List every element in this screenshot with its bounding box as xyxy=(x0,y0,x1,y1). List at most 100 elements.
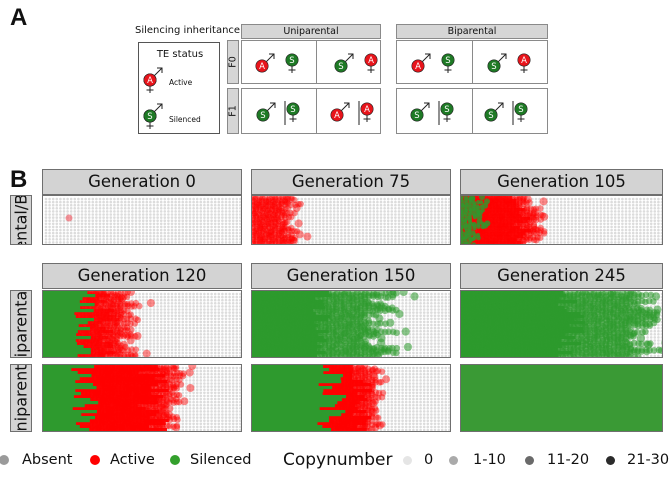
f0-bi-a-male-icon xyxy=(411,59,425,73)
f0-uni-a-male-icon xyxy=(255,59,269,73)
column-header-biparental: Biparental xyxy=(396,24,548,39)
f1-bi-a-male-icon-letter: S xyxy=(414,111,419,121)
f0-bi-a-male-icon-letter: A xyxy=(415,62,421,72)
f0-uni-b-male-icon-arrowhead xyxy=(348,53,354,59)
f0-bi-b-male-icon xyxy=(487,59,501,73)
row-header-f1: F1 xyxy=(227,88,239,134)
silenced-core xyxy=(43,291,96,357)
cell-divider xyxy=(316,40,317,84)
plot-gen0 xyxy=(42,195,242,245)
plot-gen120-uni xyxy=(42,364,242,432)
row-strip-1: iparenta xyxy=(10,290,32,358)
f0-uni-b-male-icon xyxy=(334,59,348,73)
bottom-legend: Absent Active Silenced Copynumber 0 1-10… xyxy=(0,450,672,474)
silenced-dot-icon xyxy=(170,455,180,465)
f0-uni-a-male-icon-letter: A xyxy=(259,62,265,72)
plot-gen105 xyxy=(460,195,663,245)
legend-active-icon-arrowhead xyxy=(157,67,163,73)
silenced-core xyxy=(252,365,347,431)
gen-strip-245: Generation 245 xyxy=(460,263,663,289)
plot-gen150-uni xyxy=(251,364,451,432)
te-status-title: TE status xyxy=(156,49,204,60)
legend-cn-11-20: 11-20 xyxy=(547,452,590,468)
row-header-f0: F0 xyxy=(227,40,239,84)
f1-uni-b-male-icon-arrowhead xyxy=(344,102,350,108)
legend-active-icon-arrow xyxy=(154,67,163,76)
cell-divider xyxy=(472,88,473,134)
legend-active-female-icon-letter: A xyxy=(147,76,153,86)
gen-strip-75: Generation 75 xyxy=(251,169,451,195)
f1-bi-a-male-icon-arrowhead xyxy=(424,102,430,108)
gen-strip-150: Generation 150 xyxy=(251,263,451,289)
silenced-patch xyxy=(461,196,491,244)
legend-silenced: Silenced xyxy=(190,452,252,468)
silenced-front xyxy=(461,291,662,357)
f0-uni-a-female-icon-letter: S xyxy=(289,56,294,66)
gen-strip-120: Generation 120 xyxy=(42,263,242,289)
f1-uni-a-male-icon-arrowhead xyxy=(270,102,276,108)
legend-silenced-icon-arrowhead xyxy=(157,103,163,109)
f1-bi-b-male-icon-letter: S xyxy=(488,111,493,121)
legend-active: Active xyxy=(110,452,155,468)
f0-bi-a-male-icon-arrow xyxy=(422,53,431,62)
gen-strip-0: Generation 0 xyxy=(42,169,242,195)
f1-bi-a-male-icon xyxy=(410,108,424,122)
row-strip-label-2: niparent xyxy=(11,364,31,432)
f0-uni-a-male-icon-arrow xyxy=(266,53,275,62)
f1-uni-a-female-icon-letter: S xyxy=(290,105,295,115)
f0-bi-a-female-icon-letter: S xyxy=(445,56,450,66)
active-seed-dot xyxy=(65,214,73,222)
f0-bi-b-female-icon-letter: A xyxy=(521,56,527,66)
inheritance-label: Silencing inheritance: xyxy=(135,25,244,36)
active-core xyxy=(43,365,169,431)
f0-uni-a-male-icon-arrowhead xyxy=(269,53,275,59)
plot-gen245-uni xyxy=(460,364,663,432)
absent-dot-icon xyxy=(0,455,9,465)
cell-divider xyxy=(472,40,473,84)
plot-gen120-bi xyxy=(42,290,242,358)
row-strip-2: niparent xyxy=(10,364,32,432)
f1-uni-a-male-icon-letter: S xyxy=(260,111,265,121)
active-dot-icon xyxy=(90,455,100,465)
te-status-legend: TE status Active Silenced xyxy=(138,42,220,134)
row-strip-0: ental/Bi xyxy=(10,195,32,245)
f0-bi-b-male-icon-arrowhead xyxy=(501,53,507,59)
cell-divider xyxy=(316,88,317,134)
f1-uni-b-male-icon-letter: A xyxy=(334,111,340,121)
plot-gen150-bi xyxy=(251,290,451,358)
gen-strip-105: Generation 105 xyxy=(460,169,663,195)
f0-uni-b-female-icon-letter: A xyxy=(368,56,374,66)
f0-bi-a-male-icon-arrowhead xyxy=(425,53,431,59)
legend-cn-0: 0 xyxy=(424,452,434,468)
f1-bi-a-female-icon-letter: S xyxy=(444,105,449,115)
f1-bi-a-male-icon-arrow xyxy=(421,102,430,111)
legend-copynumber-title: Copynumber xyxy=(283,450,393,470)
row-strip-label-1: iparenta xyxy=(11,290,31,358)
f0-bi-b-male-icon-arrow xyxy=(498,53,507,62)
absent-grid xyxy=(253,197,450,244)
f1-bi-b-male-icon xyxy=(484,108,498,122)
legend-cn-21-30: 21-30 xyxy=(627,452,670,468)
copynumber-0-dot-icon xyxy=(403,456,412,465)
f1-uni-b-male-icon-arrow xyxy=(341,102,350,111)
legend-cn-1-10: 1-10 xyxy=(473,452,506,468)
copynumber-21-30-dot-icon xyxy=(606,456,615,465)
f0-uni-b-male-icon-arrow xyxy=(345,53,354,62)
silenced-core xyxy=(43,365,99,431)
mating-symbols-layer: AASSASSAASSASSAASSSS xyxy=(143,53,531,129)
panel-a-label: A xyxy=(10,4,28,31)
f1-uni-b-female-icon-letter: A xyxy=(364,105,370,115)
f1-uni-b-male-icon xyxy=(330,108,344,122)
row-strip-label-0: ental/Bi xyxy=(11,195,31,245)
f0-bi-b-male-icon-letter: S xyxy=(491,62,496,72)
f1-bi-b-male-icon-arrow xyxy=(495,102,504,111)
silenced-front xyxy=(252,291,419,357)
plot-gen75 xyxy=(251,195,451,245)
legend-absent: Absent xyxy=(22,452,73,468)
copynumber-11-20-dot-icon xyxy=(525,456,534,465)
f0-uni-b-male-icon-letter: S xyxy=(338,62,343,72)
plot-gen245-bi xyxy=(460,290,663,358)
f1-uni-a-male-icon xyxy=(256,108,270,122)
f1-bi-b-male-icon-arrowhead xyxy=(498,102,504,108)
column-header-uniparental: Uniparental xyxy=(241,24,381,39)
